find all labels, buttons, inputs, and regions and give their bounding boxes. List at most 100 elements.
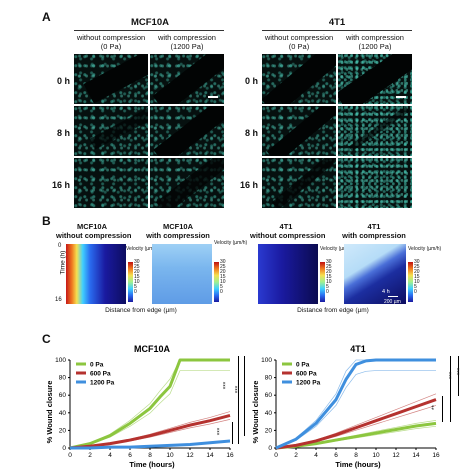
kymo-x-label-left: Distance from edge (µm) [105, 307, 177, 314]
legend-label: 1200 Pa [90, 380, 115, 387]
legend-label: 0 Pa [90, 362, 104, 369]
kymo-3-title-line2: without compression [250, 231, 326, 240]
legend-label: 1200 Pa [296, 380, 321, 387]
kymo-y-tick-bottom: 16 [55, 297, 62, 303]
x-tick-label: 0 [274, 452, 278, 459]
micrograph-mcf10a-1200pa-16h [150, 158, 224, 208]
cbar-tick: 10 [220, 279, 226, 285]
colorbar-2-ticks: 30 25 20 15 10 5 0 [220, 260, 226, 295]
row-label-16h-right: 16 h [239, 180, 258, 190]
series-line [275, 358, 436, 450]
micrograph-4t1-0pa-0h [262, 54, 336, 104]
mcf10a-1200pa-label: with compression [158, 33, 216, 42]
row-label-8h-left: 8 h [56, 128, 70, 138]
colorbar-2-title: Velocity (µm/h) [214, 240, 248, 246]
colorbar-3-ticks: 30 25 20 15 10 5 0 [326, 260, 332, 295]
y-tick-label: 80 [59, 375, 67, 382]
panel-b-letter: B [42, 214, 51, 228]
4t1-1200pa-label: with compression [346, 33, 404, 42]
y-tick-label: 0 [62, 445, 66, 452]
cbar-tick: 0 [414, 289, 417, 295]
legend-label: 600 Pa [296, 371, 317, 378]
x-tick-label: 6 [334, 452, 338, 459]
kymograph-mcf10a-0pa [66, 244, 126, 304]
panel-a-letter: A [42, 10, 51, 24]
y-tick-label: 60 [59, 392, 67, 399]
sig-stars: *** [234, 385, 242, 394]
y-tick-label: 20 [265, 427, 273, 434]
x-tick-label: 4 [314, 452, 318, 459]
scale-bar [396, 96, 406, 98]
panel-a-4t1-rule [262, 30, 412, 31]
kymo-inset-scale: 200 µm [384, 299, 401, 305]
kymo-2-title-line1: MCF10A [162, 222, 193, 231]
4t1-0pa-sub: (0 Pa) [288, 42, 310, 51]
cbar-tick: 5 [414, 284, 417, 290]
kymograph-mcf10a-1200pa [152, 244, 212, 304]
colorbar-4 [408, 262, 413, 302]
cbar-tick: 25 [326, 264, 332, 270]
chart-title: 4T1 [350, 344, 366, 354]
y-axis-label: % Wound closure [45, 381, 54, 444]
cbar-tick: 30 [414, 259, 420, 265]
cbar-tick: 30 [134, 259, 140, 265]
cbar-tick: 20 [414, 269, 420, 275]
x-tick-label: 10 [166, 452, 174, 459]
kymo-1-title-line2: without compression [56, 231, 132, 240]
colorbar-1-ticks: 30 25 20 15 10 5 0 [134, 260, 140, 295]
legend-label: 600 Pa [90, 371, 111, 378]
series-line [69, 413, 231, 450]
cbar-tick: 10 [326, 279, 332, 285]
y-tick-label: 60 [265, 392, 273, 399]
kymo-4-title-line1: 4T1 [367, 222, 381, 231]
micrograph-4t1-1200pa-16h [338, 158, 412, 208]
sig-stars: *** [448, 371, 456, 380]
cbar-tick: 25 [414, 264, 420, 270]
cbar-tick: 30 [220, 259, 226, 265]
chart-title: MCF10A [134, 344, 171, 354]
cbar-tick: 5 [326, 284, 329, 290]
cbar-tick: 0 [326, 289, 329, 295]
cbar-tick: 15 [414, 274, 420, 280]
panel-a-mcf10a-title: MCF10A [130, 17, 169, 28]
cbar-tick: 10 [414, 279, 420, 285]
series-line [70, 439, 231, 450]
mcf10a-0pa-sub: (0 Pa) [100, 42, 122, 51]
kymograph-4t1-0pa [258, 244, 318, 304]
legend-label: 0 Pa [296, 362, 310, 369]
colorbar-1-title: Velocity (µm/h) [126, 246, 160, 252]
row-label-16h-left: 16 h [51, 180, 70, 190]
x-tick-label: 8 [354, 452, 358, 459]
sig-bracket [232, 422, 233, 444]
x-axis-label: Time (hours) [335, 460, 381, 469]
panel-a-4t1-title: 4T1 [328, 17, 346, 28]
series-line [69, 358, 230, 450]
x-tick-label: 10 [372, 452, 380, 459]
cbar-tick: 25 [220, 264, 226, 270]
colorbar-3-title: Velocity (µm/h) [320, 246, 354, 252]
mcf10a-0pa-label: without compression [76, 33, 146, 42]
sig-stars: ** [431, 404, 439, 411]
x-tick-label: 16 [432, 452, 440, 459]
y-axis-label: % Wound closure [251, 381, 260, 444]
chart-mcf10a: MCF10A % Wound closure Time (hours) 0 2 4 6… [45, 344, 234, 469]
row-label-0h-right: 0 h [244, 76, 258, 86]
cbar-tick: 5 [220, 284, 223, 290]
y-tick-label: 20 [59, 427, 67, 434]
kymo-3-title-line1: 4T1 [279, 222, 293, 231]
micrograph-mcf10a-0pa-16h [74, 158, 148, 208]
colorbar-1 [128, 262, 133, 302]
x-tick-label: 2 [294, 452, 298, 459]
cbar-tick: 5 [134, 284, 137, 290]
sig-bracket [244, 356, 245, 436]
chart-4t1: 4T1 % Wound closure Time (hours) 0 2 4 6 8 10… [251, 344, 440, 469]
y-tick-label: 100 [55, 357, 66, 364]
colorbar-4-ticks: 30 25 20 15 10 5 0 [414, 260, 420, 295]
x-axis-label: Time (hours) [129, 460, 175, 469]
cbar-tick: 15 [134, 274, 140, 280]
cbar-tick: 0 [134, 289, 137, 295]
sig-stars: *** [216, 427, 224, 436]
mcf10a-1200pa-sub: (1200 Pa) [170, 42, 204, 51]
cbar-tick: 15 [326, 274, 332, 280]
micrograph-4t1-0pa-8h [262, 106, 336, 156]
